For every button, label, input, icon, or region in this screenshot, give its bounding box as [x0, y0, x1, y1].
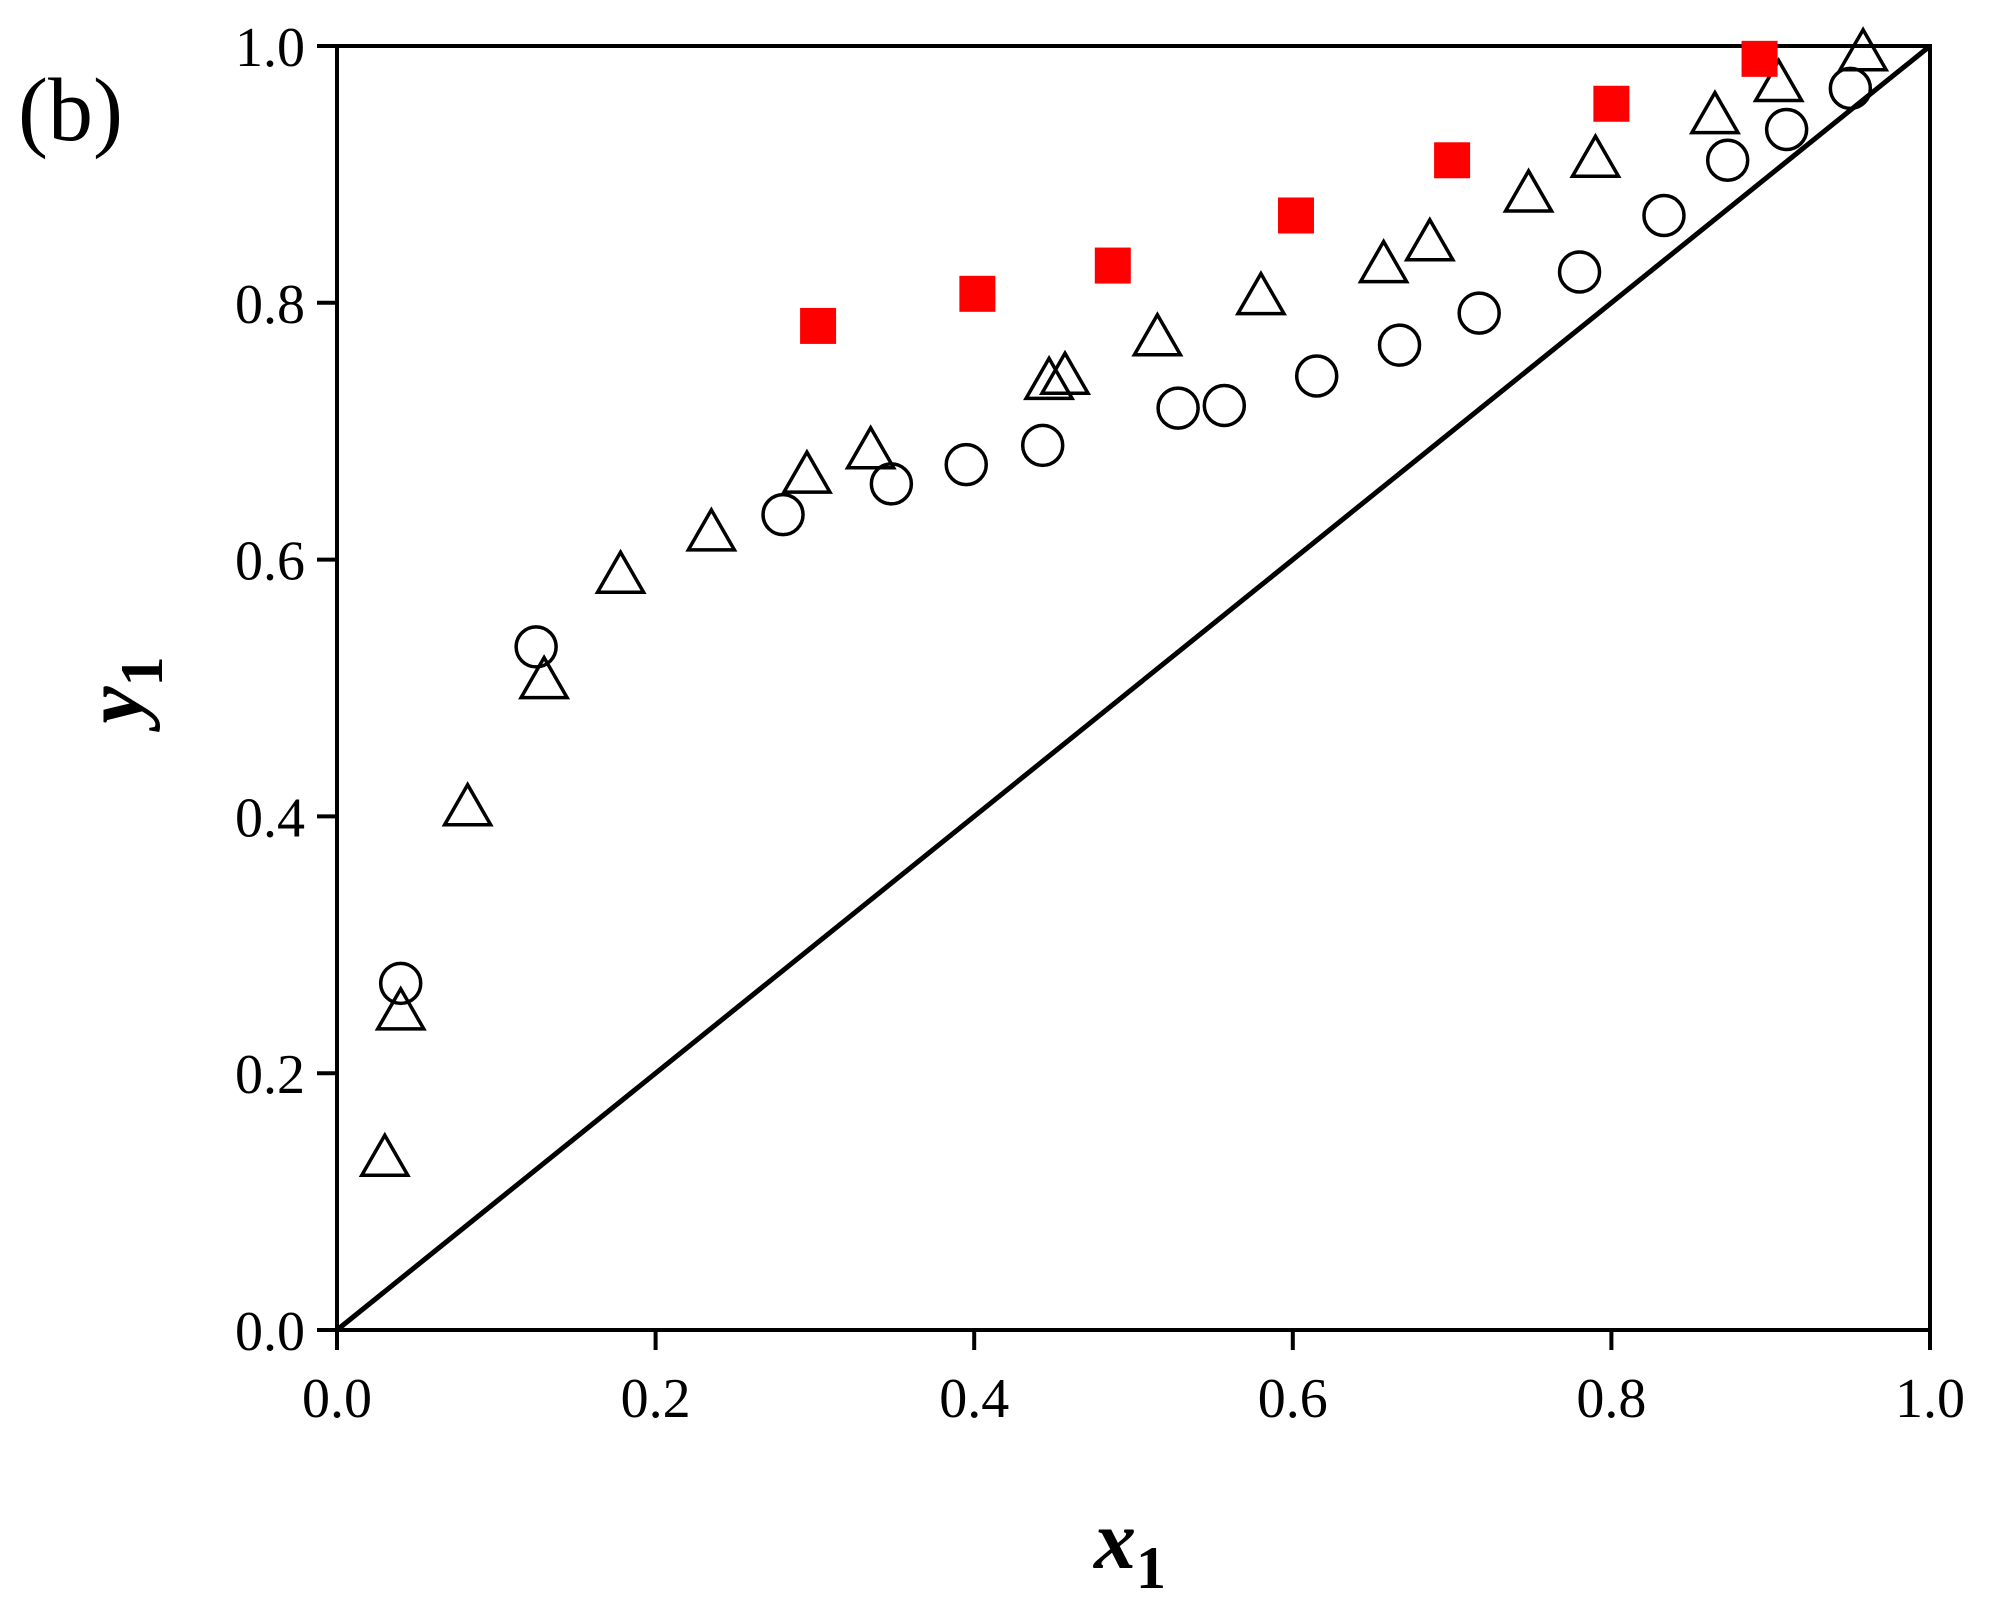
triangle-point	[358, 1131, 411, 1177]
square-point	[1277, 197, 1314, 234]
circle-point	[1020, 423, 1065, 468]
diagonal-line	[335, 44, 1932, 1332]
triangle-point	[594, 548, 647, 595]
triangle-point	[441, 781, 494, 827]
square-point	[959, 275, 996, 312]
triangle-point	[1403, 216, 1456, 262]
x-axis-title-main: x	[1092, 1494, 1136, 1587]
y-tick-label: 0.6	[235, 531, 305, 593]
square-point	[1434, 142, 1471, 179]
triangle-point	[1234, 270, 1287, 316]
square-point	[1094, 247, 1131, 284]
circle-point	[1156, 386, 1200, 430]
x-tick-label: 1.0	[1895, 1368, 1965, 1430]
triangle-point	[1502, 167, 1555, 213]
triangle-point	[1023, 354, 1076, 401]
x-tick-label: 0.8	[1576, 1368, 1646, 1430]
circle-point	[514, 625, 558, 669]
triangle-point	[1688, 89, 1741, 135]
x-tick-label: 0.6	[1258, 1368, 1328, 1430]
square-point	[1593, 85, 1630, 122]
y-tick-label: 0.2	[235, 1044, 305, 1106]
y-tick-label: 1.0	[235, 17, 305, 79]
triangle-point	[1837, 26, 1890, 72]
circle-point	[1705, 138, 1750, 183]
x-axis-title-sub: 1	[1136, 1535, 1166, 1601]
triangle-point	[374, 985, 427, 1031]
square-point	[1741, 40, 1778, 77]
circle-point	[1642, 193, 1686, 238]
triangle-point	[685, 506, 738, 552]
triangle-point	[1038, 349, 1092, 396]
x-tick-label: 0.0	[302, 1368, 372, 1430]
y-axis-title-sub: 1	[109, 656, 175, 686]
circle-point	[1457, 291, 1501, 335]
circle-point	[1294, 354, 1339, 398]
plot-frame	[335, 44, 1932, 1332]
triangle-point	[518, 654, 571, 700]
y-axis-title-main: y	[68, 686, 161, 733]
circle-point	[1764, 107, 1809, 152]
circle-point	[1557, 250, 1602, 294]
y-tick-label: 0.8	[235, 274, 305, 336]
circle-point	[944, 442, 988, 487]
circle-point	[1828, 66, 1873, 111]
triangle-point	[1752, 57, 1805, 103]
x-tick-label: 0.4	[939, 1368, 1009, 1430]
triangle-point	[1569, 132, 1622, 179]
triangle-point	[780, 448, 833, 494]
x-tick-label: 0.2	[621, 1368, 691, 1430]
y-axis-title: y1	[68, 656, 175, 732]
panel-label: (b)	[18, 61, 123, 160]
circle-point	[869, 462, 914, 506]
x-axis-title: x1	[1092, 1494, 1166, 1601]
circle-point	[378, 961, 423, 1006]
circle-point	[1377, 323, 1422, 367]
circle-point	[761, 492, 805, 537]
y-tick-label: 0.4	[235, 787, 305, 849]
triangle-point	[1357, 238, 1410, 284]
square-point	[800, 307, 837, 344]
triangle-point	[1131, 311, 1184, 357]
circle-point	[1202, 383, 1247, 428]
y-tick-label: 0.0	[235, 1301, 305, 1363]
triangle-point	[844, 424, 897, 470]
